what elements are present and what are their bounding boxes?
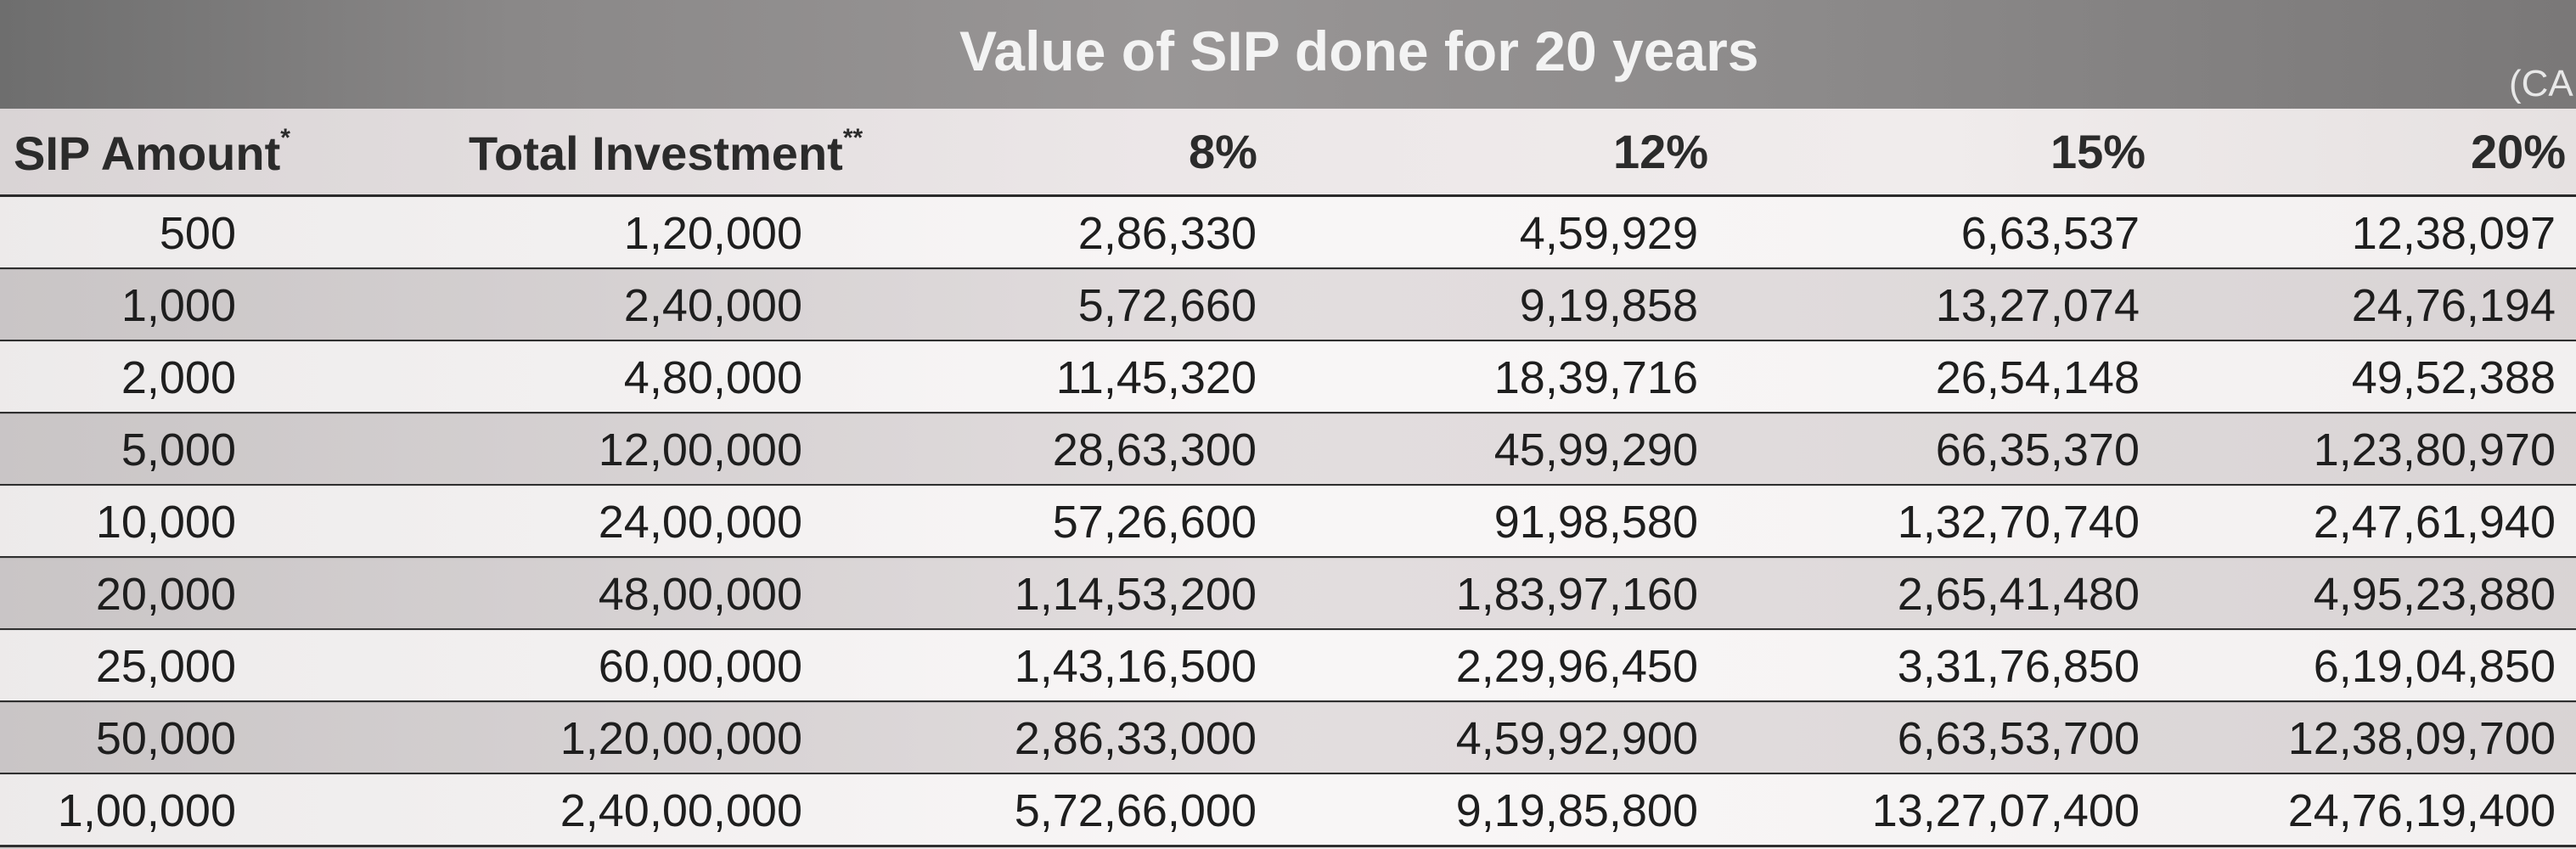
cell-value-12: 4,59,92,900 (1455, 713, 1698, 764)
cell-value-15: 26,54,148 (1935, 352, 2140, 403)
cell-total-investment: 48,00,000 (598, 569, 802, 620)
header-sip-amount: SIP Amount* (14, 124, 290, 180)
table-row: 25,000 60,00,000 1,43,16,500 2,29,96,450 3,3… (0, 630, 2576, 703)
header-total-investment: Total Investment** (469, 124, 863, 180)
table-row: 1,000 2,40,000 5,72,660 9,19,858 13,27,074 24… (0, 269, 2576, 342)
cell-value-12: 9,19,858 (1519, 280, 1698, 331)
cell-value-20: 12,38,097 (2351, 208, 2556, 259)
cell-value-12: 1,83,97,160 (1455, 569, 1698, 620)
cell-value-15: 2,65,41,480 (1897, 569, 2140, 620)
cell-sip-amount: 5,000 (121, 424, 236, 475)
header-footnote-mark: ** (842, 124, 863, 152)
cell-value-15: 13,27,07,400 (1871, 785, 2140, 836)
cell-sip-amount: 20,000 (95, 569, 236, 620)
cell-sip-amount: 50,000 (95, 713, 236, 764)
cell-value-8: 1,43,16,500 (1014, 641, 1257, 692)
cell-value-8: 2,86,33,000 (1014, 713, 1257, 764)
table-row: 50,000 1,20,00,000 2,86,33,000 4,59,92,900 6… (0, 702, 2576, 775)
cell-value-15: 66,35,370 (1935, 424, 2140, 475)
cell-sip-amount: 500 (159, 208, 236, 259)
header-rate-20: 20% (2471, 125, 2567, 178)
title-banner: Value of SIP done for 20 years (CA (0, 0, 2576, 109)
cell-value-12: 9,19,85,800 (1455, 785, 1698, 836)
cell-value-12: 45,99,290 (1493, 424, 1698, 475)
cell-value-8: 2,86,330 (1077, 208, 1257, 259)
header-rate-15: 15% (2050, 125, 2146, 178)
cell-total-investment: 2,40,000 (623, 280, 802, 331)
header-footnote-mark: * (280, 124, 290, 152)
cell-total-investment: 1,20,000 (623, 208, 802, 259)
cell-sip-amount: 1,00,000 (57, 785, 236, 836)
cell-value-20: 24,76,194 (2351, 280, 2556, 331)
cell-sip-amount: 25,000 (95, 641, 236, 692)
table-row: 1,00,000 2,40,00,000 5,72,66,000 9,19,85,80… (0, 774, 2576, 847)
cell-total-investment: 12,00,000 (598, 424, 802, 475)
cell-sip-amount: 2,000 (121, 352, 236, 403)
cell-value-20: 4,95,23,880 (2313, 569, 2556, 620)
cell-value-20: 24,76,19,400 (2287, 785, 2556, 836)
banner-corner-text: (CA (2509, 63, 2573, 104)
cell-value-8: 1,14,53,200 (1014, 569, 1257, 620)
cell-value-15: 1,32,70,740 (1897, 497, 2140, 548)
header-rate-12: 12% (1613, 125, 1709, 178)
table-row: 500 1,20,000 2,86,330 4,59,929 6,63,537 12,38… (0, 197, 2576, 270)
table-row: 10,000 24,00,000 57,26,600 91,98,580 1,32,70… (0, 486, 2576, 559)
cell-value-15: 6,63,537 (1960, 208, 2140, 259)
cell-value-20: 2,47,61,940 (2313, 497, 2556, 548)
table-row: 20,000 48,00,000 1,14,53,200 1,83,97,160 2,6… (0, 558, 2576, 631)
cell-total-investment: 4,80,000 (623, 352, 802, 403)
cell-value-12: 91,98,580 (1493, 497, 1698, 548)
cell-value-15: 13,27,074 (1935, 280, 2140, 331)
cell-value-15: 6,63,53,700 (1897, 713, 2140, 764)
cell-value-12: 4,59,929 (1519, 208, 1698, 259)
cell-value-8: 5,72,66,000 (1014, 785, 1257, 836)
table-header-row: SIP Amount* Total Investment** 8% 12% 15… (0, 109, 2576, 197)
cell-total-investment: 24,00,000 (598, 497, 802, 548)
cell-total-investment: 1,20,00,000 (560, 713, 802, 764)
table-row: 5,000 12,00,000 28,63,300 45,99,290 66,35,37… (0, 413, 2576, 486)
cell-value-20: 6,19,04,850 (2313, 641, 2556, 692)
cell-value-20: 49,52,388 (2351, 352, 2556, 403)
cell-value-12: 2,29,96,450 (1455, 641, 1698, 692)
cell-value-12: 18,39,716 (1493, 352, 1698, 403)
table-row: 2,000 4,80,000 11,45,320 18,39,716 26,54,148… (0, 341, 2576, 414)
header-rate-8: 8% (1189, 125, 1257, 178)
table-title: Value of SIP done for 20 years (959, 20, 1759, 82)
cell-value-8: 28,63,300 (1052, 424, 1257, 475)
cell-value-8: 11,45,320 (1055, 352, 1257, 403)
cell-total-investment: 60,00,000 (598, 641, 802, 692)
cell-sip-amount: 10,000 (95, 497, 236, 548)
cell-sip-amount: 1,000 (121, 280, 236, 331)
cell-value-20: 12,38,09,700 (2287, 713, 2556, 764)
cell-value-8: 57,26,600 (1052, 497, 1257, 548)
cell-value-15: 3,31,76,850 (1897, 641, 2140, 692)
cell-value-8: 5,72,660 (1077, 280, 1257, 331)
cell-value-20: 1,23,80,970 (2313, 424, 2556, 475)
cell-total-investment: 2,40,00,000 (560, 785, 802, 836)
